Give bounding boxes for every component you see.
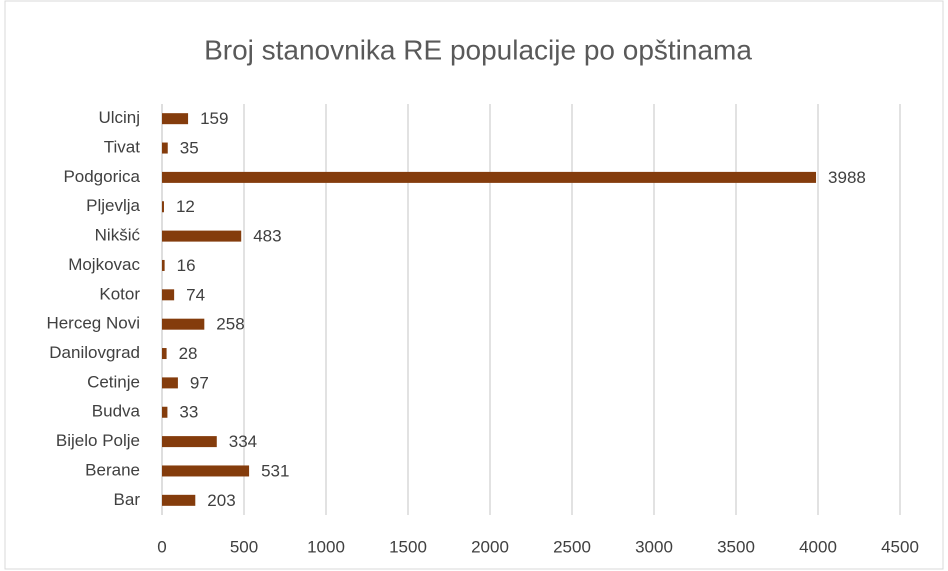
data-label: 483 — [253, 227, 281, 246]
data-label: 531 — [261, 461, 289, 480]
data-label: 97 — [190, 373, 209, 392]
y-tick-label: Cetinje — [87, 372, 140, 391]
y-tick-label: Bar — [114, 490, 141, 509]
y-tick-label: Mojkovac — [68, 255, 140, 274]
x-tick-label: 2000 — [471, 537, 509, 556]
bar — [162, 318, 205, 330]
data-label: 159 — [200, 109, 228, 128]
bar — [162, 377, 178, 389]
data-label: 334 — [229, 432, 257, 451]
x-tick-label: 500 — [230, 537, 258, 556]
bar — [162, 201, 164, 213]
data-label: 28 — [179, 344, 198, 363]
bar — [162, 406, 168, 418]
x-tick-label: 2500 — [553, 537, 591, 556]
x-tick-label: 4500 — [881, 537, 919, 556]
bar — [162, 259, 165, 271]
x-tick-label: 3500 — [717, 537, 755, 556]
chart-frame — [4, 0, 944, 570]
y-tick-label: Herceg Novi — [46, 314, 140, 333]
bar — [162, 289, 175, 301]
bar — [162, 494, 196, 506]
bar — [162, 142, 168, 154]
data-label: 3988 — [828, 168, 866, 187]
bar — [162, 465, 250, 477]
x-tick-label: 1500 — [389, 537, 427, 556]
data-label: 33 — [179, 403, 198, 422]
bar — [162, 113, 189, 125]
bar — [162, 436, 217, 448]
bar — [162, 230, 242, 242]
y-tick-label: Podgorica — [63, 167, 140, 186]
y-tick-label: Berane — [85, 460, 140, 479]
data-label: 35 — [180, 139, 199, 158]
y-tick-label: Kotor — [99, 284, 140, 303]
y-tick-label: Tivat — [104, 138, 140, 157]
x-tick-label: 0 — [157, 537, 166, 556]
data-label: 258 — [216, 315, 244, 334]
x-tick-label: 3000 — [635, 537, 673, 556]
y-tick-label: Pljevlja — [86, 196, 140, 215]
chart-title: Broj stanovnika RE populacije po opština… — [204, 34, 752, 65]
y-tick-label: Bijelo Polje — [56, 431, 140, 450]
data-label: 16 — [177, 256, 196, 275]
x-tick-label: 4000 — [799, 537, 837, 556]
bar — [162, 348, 167, 360]
y-tick-label: Ulcinj — [98, 108, 140, 127]
y-tick-label: Danilovgrad — [49, 343, 140, 362]
y-tick-label: Nikšić — [95, 226, 141, 245]
data-label: 74 — [186, 285, 205, 304]
y-tick-label: Budva — [92, 402, 141, 421]
bar — [162, 171, 817, 183]
data-label: 203 — [207, 491, 235, 510]
x-tick-label: 1000 — [307, 537, 345, 556]
data-label: 12 — [176, 197, 195, 216]
